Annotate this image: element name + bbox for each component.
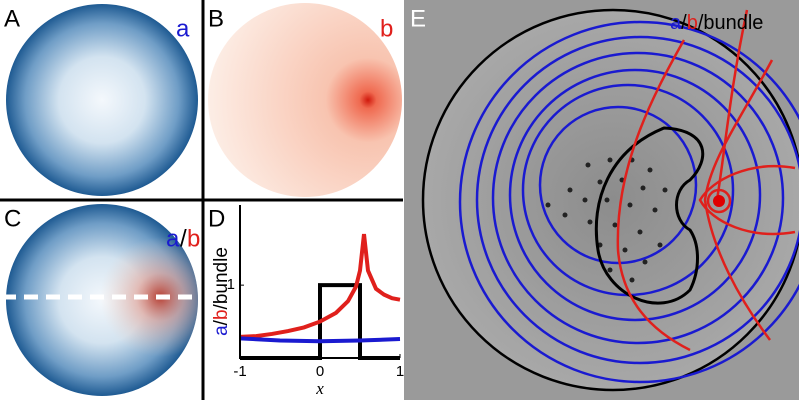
panel-b: B b <box>208 3 402 197</box>
panel-label: C <box>4 205 21 232</box>
panel-tag: b <box>187 225 200 252</box>
x-axis-label: x <box>315 379 324 398</box>
panel-e: E a/b/bundle <box>404 0 799 400</box>
x-tick-label: 1 <box>396 363 404 380</box>
line-series <box>239 336 401 344</box>
panel-tag: b <box>687 12 698 34</box>
panel-tag: b <box>380 15 393 42</box>
panel-c: C a / b <box>2 204 200 396</box>
panel-label: E <box>410 5 426 32</box>
y-axis-label: a/b/bundle <box>211 247 232 336</box>
y-axis-label-part: / <box>211 319 232 325</box>
x-tick-label: 0 <box>316 363 324 380</box>
panel-d-chart: -1 0 1 1 x a/b/bundle <box>211 205 404 398</box>
panel-label: D <box>208 205 225 232</box>
panel-tag-group: a/b/bundle <box>670 12 763 34</box>
panel-tag: a <box>670 12 682 34</box>
y-axis-label-part: b <box>211 309 232 320</box>
line-series <box>239 233 401 339</box>
panel-label: B <box>208 5 224 32</box>
x-tick-label: -1 <box>233 363 246 380</box>
y-axis-label-part: a <box>211 325 232 336</box>
y-axis-label-part: /bundle <box>211 247 232 309</box>
panel-a: A a <box>4 4 198 196</box>
panel-tag: / <box>681 12 687 34</box>
y-tick-label: 1 <box>227 276 235 293</box>
panel-label: A <box>4 5 20 32</box>
panel-tag: / <box>180 225 187 252</box>
panel-tag: /bundle <box>698 12 764 34</box>
panel-tag: a <box>166 225 180 252</box>
panel-tag: a <box>176 15 190 42</box>
